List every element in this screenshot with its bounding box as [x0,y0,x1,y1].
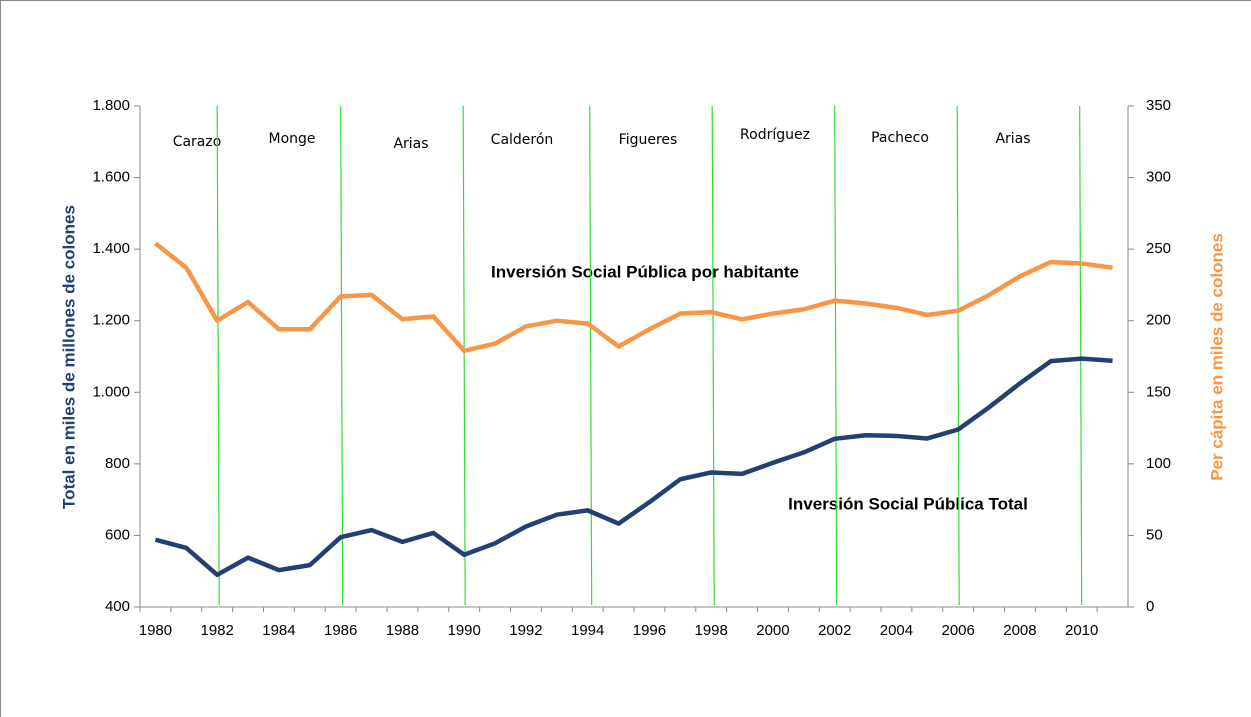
period-divider [711,105,715,606]
x-tick-label: 1984 [262,622,295,639]
x-tick-label: 1988 [386,622,419,639]
y2-tick-label: 50 [1146,526,1163,543]
series-label: Inversión Social Pública Total [788,494,1028,513]
x-tick-label: 1982 [201,622,234,639]
period-divider [956,105,960,606]
series-line [154,241,1113,354]
x-tick-label: 2004 [880,622,913,639]
period-divider [216,105,220,606]
x-tick-label: 1998 [695,622,728,639]
y-tick-label: 600 [105,526,130,543]
y2-tick-label: 200 [1146,312,1171,329]
y2-tick-label: 0 [1146,598,1154,615]
y2-tick-label: 300 [1146,169,1171,186]
period-label: Pacheco [871,130,929,146]
y-tick-label: 400 [105,598,130,615]
period-divider [340,105,344,606]
x-tick-label: 2008 [1003,622,1036,639]
x-tick-label: 1996 [633,622,666,639]
y-tick-label: 800 [105,455,130,472]
y2-axis-title: Per cápita en miles de colones [1207,233,1226,481]
y-tick-label: 1.800 [92,97,130,114]
period-label: Figueres [619,132,678,148]
period-divider [834,105,838,606]
x-tick-label: 1990 [448,622,481,639]
period-label: Rodríguez [740,127,810,143]
y-axis-title: Total en miles de millones de colones [59,205,78,509]
period-divider [1079,105,1083,606]
period-label: Arias [995,131,1030,147]
period-label: Monge [268,131,315,147]
x-tick-label: 2006 [942,622,975,639]
y-tick-label: 1.600 [92,169,130,186]
period-divider [462,105,466,606]
series-line [154,356,1113,578]
y2-tick-label: 250 [1146,240,1171,257]
period-label: Carazo [173,134,222,150]
period-label: Arias [393,136,428,152]
y-tick-label: 1.200 [92,312,130,329]
y-tick-label: 1.000 [92,383,130,400]
x-tick-label: 1986 [324,622,357,639]
y2-tick-label: 100 [1146,455,1171,472]
x-tick-label: 1992 [509,622,542,639]
period-label: Calderón [491,132,554,148]
x-tick-label: 2010 [1065,622,1098,639]
x-tick-label: 1994 [571,622,604,639]
y-tick-label: 1.400 [92,240,130,257]
x-tick-label: 2002 [818,622,851,639]
period-divider [589,105,593,606]
x-tick-label: 2000 [756,622,789,639]
series-label: Inversión Social Pública por habitante [491,262,799,281]
y2-tick-label: 350 [1146,97,1171,114]
y2-tick-label: 150 [1146,383,1171,400]
x-tick-label: 1980 [139,622,172,639]
